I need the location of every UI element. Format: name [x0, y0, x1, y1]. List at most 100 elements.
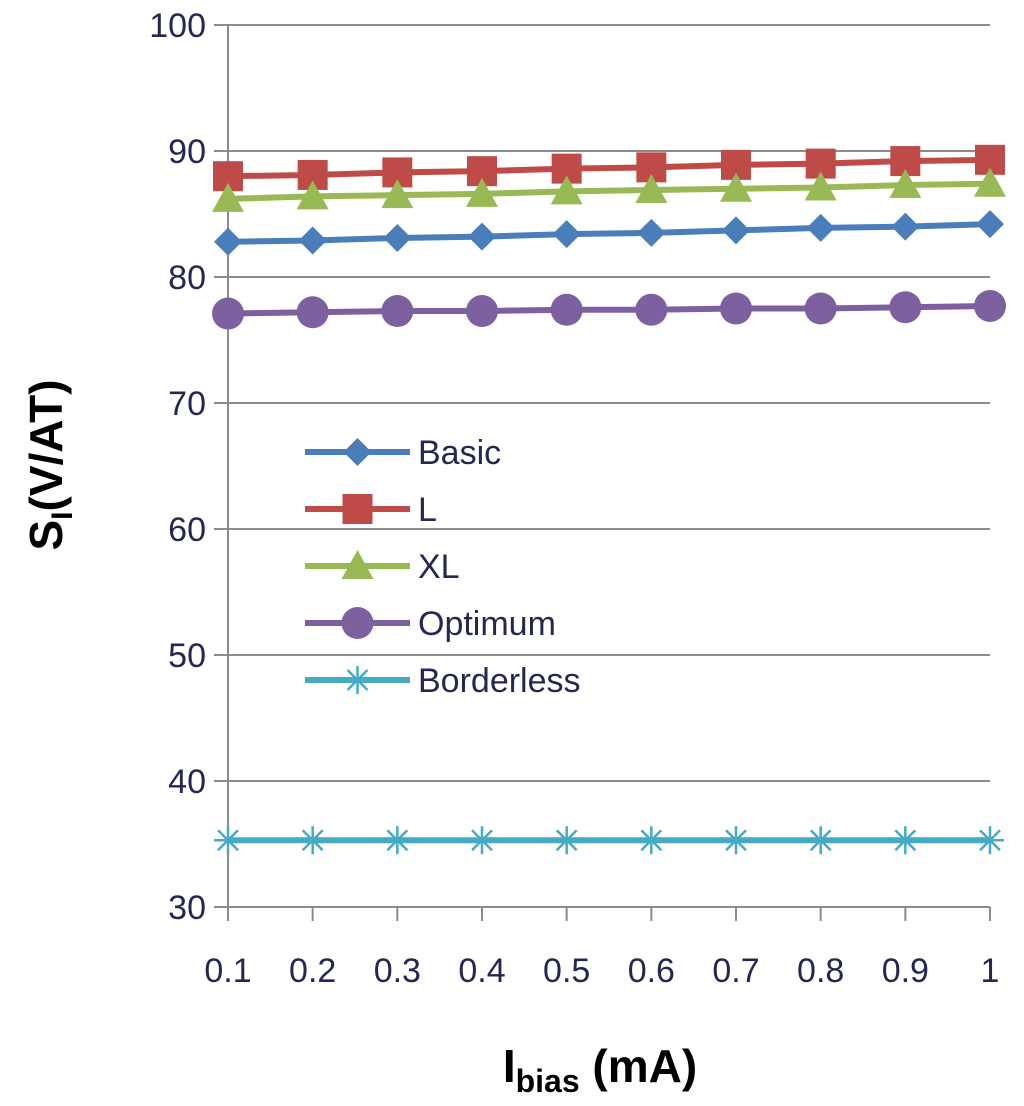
y-axis: 30 40 50 60 70 80 90 100 — [149, 7, 229, 927]
data-point — [635, 293, 668, 326]
data-point — [552, 220, 581, 249]
y-axis-title-sub: I — [46, 511, 79, 519]
data-point — [298, 826, 327, 855]
legend-marker — [343, 438, 372, 466]
data-point — [466, 295, 498, 328]
data-point — [889, 291, 922, 324]
y-tick-label: 50 — [168, 637, 206, 675]
series-line — [227, 302, 991, 317]
series-line — [227, 221, 991, 245]
asterisk-stroke — [346, 669, 369, 691]
legend-label: Borderless — [418, 662, 581, 700]
y-axis-title-unit: (V/AT) — [20, 379, 72, 511]
y-axis-title-main: S — [20, 520, 72, 551]
y-tick-label: 100 — [149, 7, 206, 45]
asterisk-stroke — [555, 829, 578, 852]
x-tick-label: 0.8 — [797, 952, 844, 990]
data-point — [635, 174, 668, 204]
legend-marker — [343, 666, 372, 694]
asterisk-stroke — [386, 829, 409, 852]
x-tick-label: 0.2 — [289, 952, 336, 990]
data-point — [296, 296, 329, 329]
x-tick-label: 0.5 — [543, 952, 590, 990]
asterisk-stroke — [979, 829, 1001, 852]
x-tick-label: 0.9 — [882, 952, 929, 990]
asterisk-stroke — [471, 829, 493, 852]
series-xl — [212, 167, 1006, 212]
x-axis-title-unit: (mA) — [580, 1040, 698, 1092]
data-point — [212, 182, 244, 212]
x-tick-label: 0.4 — [458, 952, 505, 990]
x-tick-label: 0.3 — [374, 952, 421, 990]
y-tick-label: 70 — [168, 385, 206, 423]
data-point — [720, 172, 752, 202]
data-point — [637, 826, 666, 855]
legend-label: XL — [418, 548, 460, 586]
asterisk-stroke — [894, 829, 917, 852]
asterisk-stroke — [809, 829, 832, 852]
x-axis: 0.1 0.2 0.3 0.4 0.5 0.6 0.7 0.8 0.9 1 — [204, 906, 1000, 990]
series-l — [213, 144, 1005, 192]
data-point — [466, 177, 498, 207]
data-point — [722, 216, 750, 245]
y-tick-label: 80 — [168, 259, 206, 297]
legend: Basic L XL Optimum Borderless — [305, 434, 581, 700]
data-point — [974, 167, 1006, 197]
asterisk-stroke — [301, 829, 324, 852]
series-basic — [214, 210, 1004, 256]
x-axis-title: Ibias (mA) — [503, 1040, 697, 1099]
series-borderless — [214, 826, 1004, 855]
data-point — [974, 289, 1006, 322]
data-point — [383, 223, 412, 252]
legend-item: Basic — [305, 434, 501, 472]
x-tick-label: 1 — [981, 952, 1000, 990]
data-point — [722, 826, 750, 855]
data-point — [804, 171, 837, 201]
series-line — [227, 156, 991, 180]
asterisk-stroke — [217, 829, 239, 852]
data-point — [637, 218, 666, 247]
data-point — [298, 226, 327, 255]
data-point — [212, 297, 244, 330]
legend-label: Basic — [418, 434, 501, 472]
data-point — [891, 212, 920, 241]
data-point — [468, 826, 496, 855]
data-point — [296, 180, 329, 210]
x-axis-title-sub: bias — [516, 1063, 580, 1099]
legend-marker — [342, 494, 373, 524]
data-point — [804, 292, 837, 325]
legend-label: Optimum — [418, 605, 556, 643]
data-point — [891, 826, 920, 855]
series-group — [212, 144, 1006, 855]
legend-marker — [341, 550, 374, 579]
data-point — [552, 826, 581, 855]
data-point — [720, 292, 752, 325]
data-point — [976, 210, 1004, 239]
data-point — [550, 293, 583, 326]
legend-item: Optimum — [305, 605, 556, 643]
asterisk-stroke — [640, 829, 663, 852]
asterisk-stroke — [725, 829, 747, 852]
data-point — [383, 826, 412, 855]
data-point — [889, 169, 922, 199]
y-tick-label: 60 — [168, 511, 206, 549]
data-point — [976, 826, 1004, 855]
y-axis-title: SI(V/AT) — [20, 379, 79, 550]
y-tick-label: 30 — [168, 889, 206, 927]
data-point — [214, 826, 242, 855]
legend-item: XL — [305, 548, 460, 586]
x-tick-label: 0.6 — [628, 952, 675, 990]
x-axis-title-main: I — [503, 1040, 516, 1092]
legend-item: L — [305, 491, 437, 529]
x-tick-label: 0.1 — [204, 952, 251, 990]
y-tick-label: 40 — [168, 763, 206, 801]
series-line — [227, 180, 991, 202]
data-point — [381, 179, 414, 209]
x-tick-label: 0.7 — [712, 952, 759, 990]
data-point — [806, 213, 835, 242]
data-point — [806, 826, 835, 855]
data-point — [468, 222, 496, 251]
grid-lines — [228, 24, 990, 908]
legend-item: Borderless — [305, 662, 581, 700]
